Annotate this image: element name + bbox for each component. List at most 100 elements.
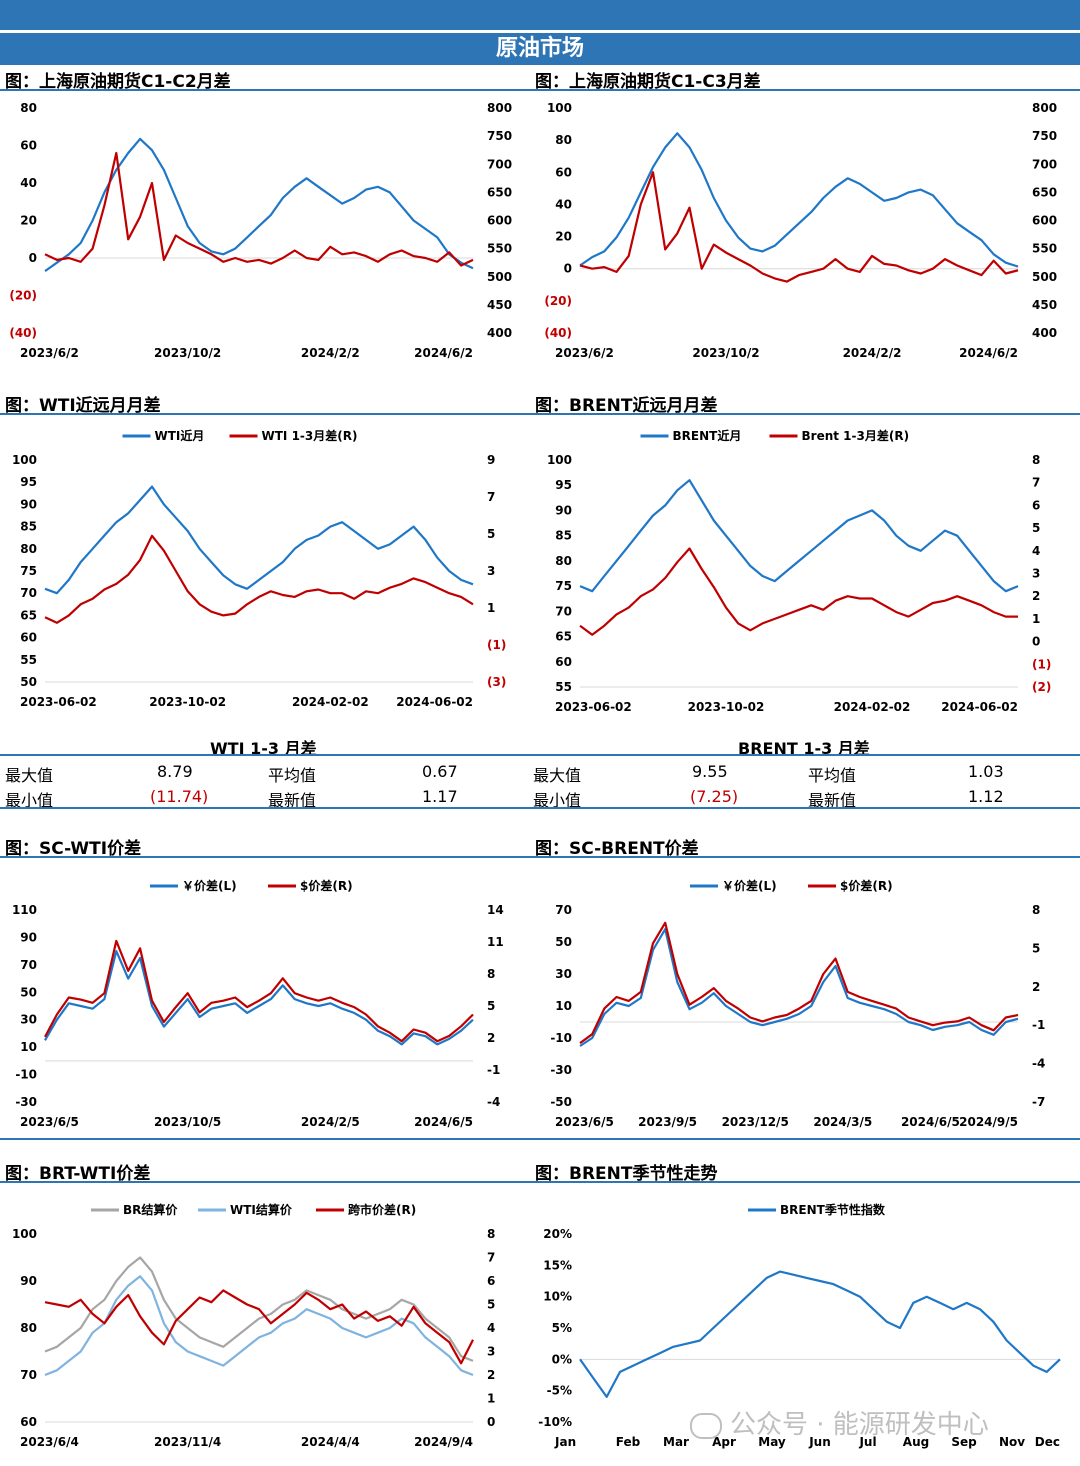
stats-divider bbox=[0, 754, 1080, 756]
y-left-tick-label: 0 bbox=[564, 262, 572, 276]
y-left-tick-label: 60 bbox=[555, 655, 572, 669]
y-left-tick-label: 100 bbox=[547, 101, 572, 115]
y-left-tick-label: 70 bbox=[20, 586, 37, 600]
divider bbox=[0, 413, 1080, 415]
watermark: 公众号 · 能源研发中心 bbox=[690, 1404, 989, 1441]
y-left-tick-label: 20% bbox=[543, 1227, 572, 1241]
chart-brt-wti: 100 90 80 70 60 8 7 6 5 4 3 2 1 0 2023/6/4 2023/11/4 202… bbox=[0, 1190, 535, 1456]
legend-label: Brent 1-3月差(R) bbox=[802, 428, 910, 443]
divider bbox=[0, 807, 1080, 809]
y-left-tick-label: 50 bbox=[20, 675, 37, 689]
y-left-tick-label: 75 bbox=[20, 564, 37, 578]
x-tick-label: 2023-10-02 bbox=[149, 695, 226, 709]
y-right-tick-label: 7 bbox=[487, 1251, 495, 1265]
y-right-tick-label: 2 bbox=[1032, 980, 1040, 994]
chart-svg: 70 50 30 10 -10 -30 -50 8 5 2 -1 -4 -7 2023/6/5 2023/9… bbox=[550, 878, 1045, 1129]
x-tick-label: 2023-06-02 bbox=[555, 700, 632, 714]
chart-brent-seasonal: 20% 15% 10% 5% 0% -5% -10% Jan Feb Mar Apr May Jun Ju… bbox=[535, 1190, 1080, 1456]
y-right-tick-label: 3 bbox=[487, 564, 495, 578]
watermark-text: 公众号 · 能源研发中心 bbox=[730, 1410, 989, 1440]
series-line bbox=[44, 485, 474, 595]
series-line bbox=[44, 534, 474, 624]
divider bbox=[0, 1138, 1080, 1140]
x-tick-label: 2024/4/4 bbox=[301, 1435, 360, 1449]
chart-sc-c1c3: 100 80 60 40 20 0 (20) (40) 800 750 700 650 600 550 50… bbox=[535, 92, 1080, 367]
x-tick-label: 2024/9/4 bbox=[414, 1435, 473, 1449]
chart-sc-wti: 110 90 70 50 30 10 -10 -30 14 11 8 5 2 -1 -4 2023/6/5 20… bbox=[0, 866, 535, 1136]
y-right-tick-label: 650 bbox=[1032, 185, 1057, 199]
y-left-tick-label: 80 bbox=[20, 542, 37, 556]
series-line bbox=[44, 137, 474, 272]
x-tick-label: 2023/12/5 bbox=[722, 1115, 789, 1129]
brent-min-label: 最小值 bbox=[533, 791, 582, 810]
y-right-tick-label: 3 bbox=[487, 1345, 495, 1359]
y-left-tick-label: 80 bbox=[20, 1321, 37, 1335]
series-line bbox=[579, 132, 1019, 268]
y-right-tick-label: (3) bbox=[487, 675, 506, 689]
y-left-tick-label: 60 bbox=[555, 165, 572, 179]
wti-stats-header: WTI 1-3 月差 bbox=[210, 739, 317, 758]
series-line bbox=[44, 949, 474, 1046]
chart-svg: 110 90 70 50 30 10 -10 -30 14 11 8 5 2 -1 -4 2023/6/5 20… bbox=[12, 878, 504, 1129]
x-tick-label: 2024/6/2 bbox=[414, 346, 473, 360]
divider bbox=[0, 1181, 1080, 1183]
x-tick-label: 2023/10/5 bbox=[154, 1115, 221, 1129]
y-right-tick-label: 750 bbox=[1032, 129, 1057, 143]
legend-label: ￥价差(L) bbox=[182, 878, 237, 893]
brent-latest-label: 最新值 bbox=[808, 791, 857, 810]
x-tick-label: 2024/6/5 bbox=[414, 1115, 473, 1129]
y-left-tick-label: 15% bbox=[543, 1258, 572, 1272]
y-right-tick-label: 5 bbox=[1032, 521, 1040, 535]
panel-title-brent-seasonal: 图：BRENT季节性走势 bbox=[535, 1164, 718, 1184]
y-left-tick-label: (20) bbox=[9, 289, 37, 303]
x-tick-label: Mar bbox=[663, 1435, 689, 1449]
brent-avg-label: 平均值 bbox=[808, 766, 857, 785]
chart-brent-spread: 100 95 90 85 80 75 70 65 60 55 8 7 6 5 4 3 2 1 0 (1) (2) 2023… bbox=[535, 416, 1080, 721]
chart-svg: 80 60 40 20 0 (20) (40) 800 750 700 650 600 550 500 45… bbox=[9, 101, 512, 360]
top-bar bbox=[0, 0, 1080, 30]
y-right-tick-label: 450 bbox=[487, 298, 512, 312]
x-tick-label: Feb bbox=[616, 1435, 641, 1449]
y-right-tick-label: 2 bbox=[487, 1031, 495, 1045]
y-right-tick-label: 9 bbox=[487, 453, 495, 467]
legend-label: $价差(R) bbox=[840, 878, 893, 893]
y-right-tick-label: 500 bbox=[1032, 270, 1057, 284]
chart-sc-c1c2: 80 60 40 20 0 (20) (40) 800 750 700 650 600 550 500 45… bbox=[0, 92, 535, 367]
chart-svg: 100 90 80 70 60 8 7 6 5 4 3 2 1 0 2023/6/4 2023/11/4 202… bbox=[12, 1202, 495, 1449]
y-right-tick-label: 750 bbox=[487, 129, 512, 143]
y-right-tick-label: 800 bbox=[487, 101, 512, 115]
y-right-tick-label: 14 bbox=[487, 903, 504, 917]
brent-avg-value: 1.03 bbox=[968, 762, 1004, 781]
series-line bbox=[44, 1289, 474, 1365]
panel-title-wti-spread: 图：WTI近远月月差 bbox=[5, 396, 161, 416]
y-right-tick-label: 6 bbox=[1032, 498, 1040, 512]
y-right-tick-label: 550 bbox=[1032, 242, 1057, 256]
brent-max-label: 最大值 bbox=[533, 766, 582, 785]
divider bbox=[0, 89, 1080, 91]
y-right-tick-label: 0 bbox=[487, 1415, 495, 1429]
divider bbox=[0, 856, 1080, 858]
x-tick-label: 2024-06-02 bbox=[396, 695, 473, 709]
wti-max-label: 最大值 bbox=[5, 766, 54, 785]
y-right-tick-label: 8 bbox=[487, 967, 495, 981]
y-right-tick-label: 600 bbox=[1032, 214, 1057, 228]
y-right-tick-label: 1 bbox=[487, 1392, 495, 1406]
series-line bbox=[579, 171, 1019, 283]
y-left-tick-label: 90 bbox=[555, 503, 572, 517]
y-left-tick-label: 30 bbox=[20, 1013, 37, 1027]
y-left-tick-label: 85 bbox=[20, 520, 37, 534]
x-tick-label: 2023/10/2 bbox=[154, 346, 221, 360]
chart-svg: 100959085807570656055876543210(1)(2)2023… bbox=[547, 428, 1051, 714]
wti-avg-value: 0.67 bbox=[422, 762, 458, 781]
legend-label: ￥价差(L) bbox=[722, 878, 777, 893]
y-right-tick-label: 7 bbox=[1032, 476, 1040, 490]
x-tick-label: 2024/2/2 bbox=[843, 346, 902, 360]
y-left-tick-label: 60 bbox=[20, 1415, 37, 1429]
y-right-tick-label: 8 bbox=[487, 1227, 495, 1241]
x-tick-label: 2024-06-02 bbox=[941, 700, 1018, 714]
legend-label: BR结算价 bbox=[123, 1202, 178, 1217]
y-right-tick-label: 6 bbox=[487, 1274, 495, 1288]
y-right-tick-label: 1 bbox=[1032, 612, 1040, 626]
y-left-tick-label: 10 bbox=[555, 999, 572, 1013]
series-line bbox=[579, 547, 1018, 636]
